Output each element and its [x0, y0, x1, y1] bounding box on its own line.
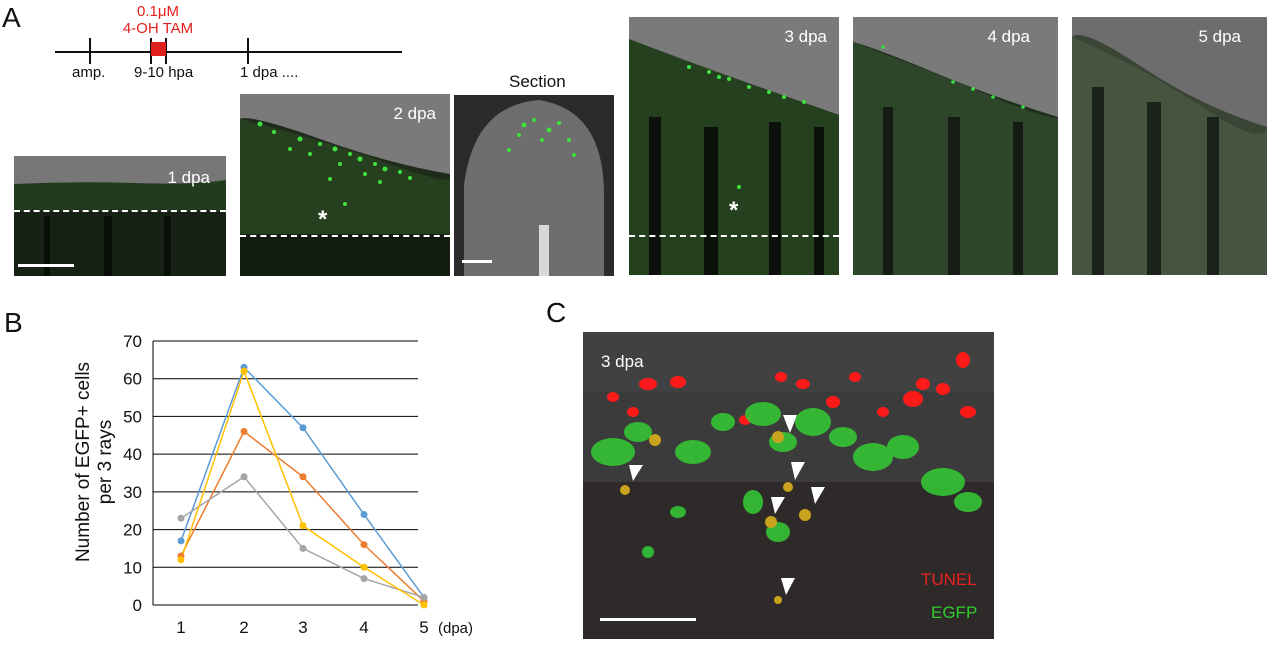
section-title: Section	[509, 72, 566, 91]
scale-bar	[18, 264, 74, 267]
data-point	[299, 424, 307, 432]
data-point	[177, 537, 185, 545]
y-tick-label: 50	[123, 407, 142, 426]
timeline-axis	[55, 38, 402, 64]
panel-letter-c: C	[546, 297, 567, 328]
data-point	[420, 593, 428, 601]
data-point	[177, 514, 185, 522]
asterisk-marker: *	[729, 197, 739, 224]
y-axis-label: Number of EGFP+ cells per 3 rays	[73, 347, 117, 577]
series-line-1	[180, 430, 425, 602]
micrograph-4dpa: 4 dpa	[853, 17, 1058, 275]
x-tick-label: 3	[298, 618, 307, 637]
micrograph-1dpa-label: 1 dpa	[167, 168, 210, 187]
micrograph-5dpa-image	[1072, 17, 1267, 275]
y-tick-label: 20	[123, 521, 142, 540]
micrograph-5dpa-label: 5 dpa	[1198, 27, 1241, 46]
micrograph-section	[454, 95, 614, 276]
legend-tunel: TUNEL	[921, 570, 977, 589]
asterisk-marker: *	[318, 206, 328, 233]
y-tick-label: 60	[123, 370, 142, 389]
treatment-window	[151, 42, 166, 56]
data-point	[299, 522, 307, 530]
chart-svg: 0 10 20 30 40 50 60 70 1 2 3 4 5 (dpa)	[123, 332, 473, 637]
timeline-tick-dpa: 1 dpa ....	[240, 64, 299, 81]
treatment-concentration: 0.1μM	[137, 3, 179, 20]
data-point	[240, 473, 248, 481]
data-point	[240, 367, 248, 375]
chart-panel-b: 0 10 20 30 40 50 60 70 1 2 3 4 5 (dpa) Number of EGFP…	[0, 300, 540, 643]
data-point	[360, 541, 368, 549]
micrograph-1dpa: 1 dpa	[14, 156, 226, 276]
x-axis-unit: (dpa)	[438, 620, 473, 637]
timeline-tick-amp: amp.	[72, 64, 106, 81]
micrograph-2dpa-label: 2 dpa	[393, 104, 436, 123]
micrograph-5dpa: 5 dpa	[1072, 17, 1267, 275]
x-tick-label: 2	[239, 618, 248, 637]
micrograph-tunel-label: 3 dpa	[601, 352, 644, 371]
data-point	[177, 556, 185, 564]
data-point	[360, 575, 368, 583]
scale-bar	[600, 618, 696, 621]
y-axis-label-line1: Number of EGFP+ cells	[73, 361, 94, 563]
x-tick-label: 1	[176, 618, 185, 637]
series-line-3	[180, 368, 425, 606]
treatment-drug: 4-OH TAM	[122, 20, 194, 37]
data-point	[360, 510, 368, 518]
amputation-plane-line	[240, 235, 450, 237]
y-tick-label: 40	[123, 445, 142, 464]
micrograph-4dpa-label: 4 dpa	[987, 27, 1030, 46]
amputation-plane-line	[14, 210, 226, 212]
amputation-plane-line	[629, 235, 839, 237]
micrograph-3dpa: 3 dpa *	[629, 17, 839, 275]
timeline-tick-hpa: 9-10 hpa	[134, 64, 194, 81]
micrograph-tunel: 3 dpa TUNEL EGFP	[583, 332, 994, 639]
panel-letter-b: B	[4, 307, 23, 338]
panel-letter-a: A	[2, 2, 21, 33]
y-tick-label: 10	[123, 558, 142, 577]
micrograph-2dpa: 2 dpa *	[240, 94, 450, 276]
y-axis-label-line2: per 3 rays	[95, 419, 116, 505]
data-point	[299, 544, 307, 552]
data-point	[299, 473, 307, 481]
scale-bar	[462, 260, 492, 263]
x-tick-label: 5	[419, 618, 428, 637]
data-point	[360, 563, 368, 571]
y-tick-label: 0	[133, 596, 142, 615]
data-point	[240, 428, 248, 436]
legend-egfp: EGFP	[931, 603, 978, 622]
micrograph-section-image	[464, 100, 604, 276]
micrograph-tunel-image	[583, 332, 994, 639]
data-point	[420, 601, 428, 609]
y-tick-label: 30	[123, 483, 142, 502]
timeline: 0.1μM 4-OH TAM amp. 9-10 hpa 1 dpa ....	[0, 0, 420, 90]
micrograph-4dpa-image	[853, 17, 1058, 275]
micrograph-3dpa-label: 3 dpa	[784, 27, 827, 46]
series-line-2	[180, 475, 425, 599]
x-tick-label: 4	[359, 618, 368, 637]
y-tick-label: 70	[123, 332, 142, 351]
